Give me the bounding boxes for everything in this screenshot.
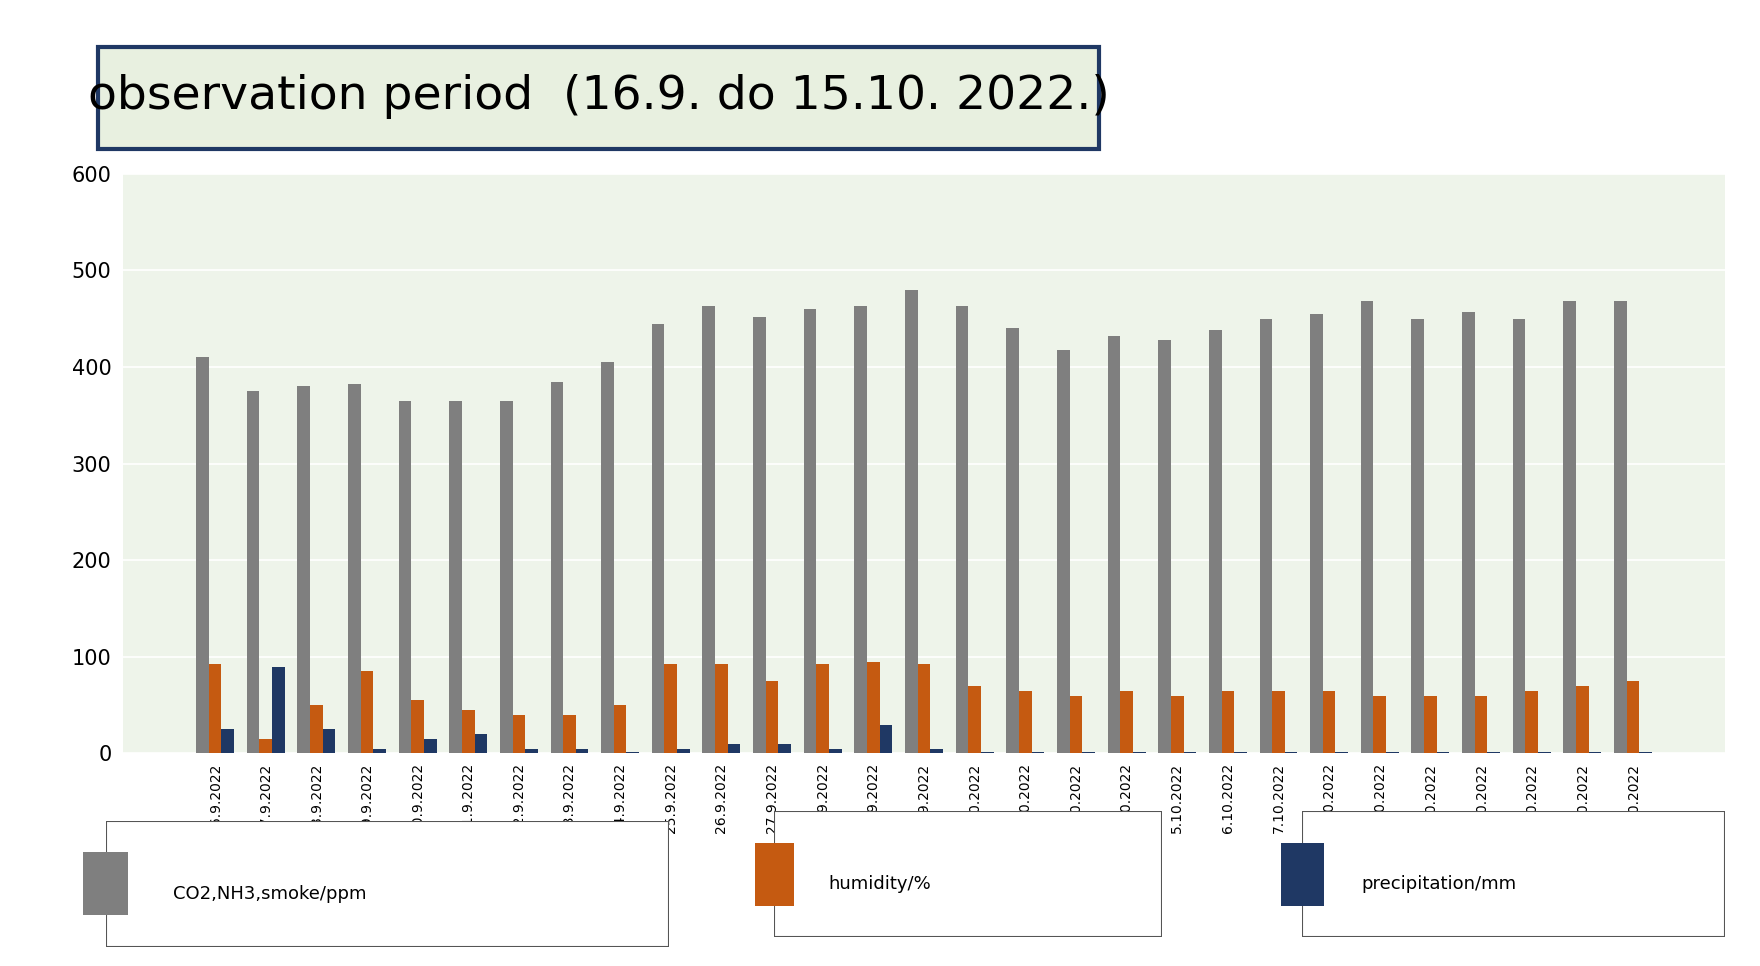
Bar <box>1058 350 1070 753</box>
Bar <box>1158 340 1170 753</box>
Bar <box>1526 691 1538 753</box>
Bar <box>1107 336 1121 753</box>
Bar <box>222 729 234 753</box>
Bar <box>1309 314 1324 753</box>
Bar <box>1272 691 1285 753</box>
Bar <box>1170 696 1183 753</box>
Bar <box>829 749 841 753</box>
Bar <box>563 715 576 753</box>
Bar <box>880 724 892 753</box>
Bar <box>551 382 563 753</box>
Bar <box>1563 301 1575 753</box>
Bar <box>665 664 678 753</box>
FancyBboxPatch shape <box>774 811 1162 937</box>
Bar <box>956 306 968 753</box>
Bar <box>1538 752 1551 753</box>
Bar <box>804 309 817 753</box>
Bar <box>1487 752 1500 753</box>
Bar <box>1221 691 1234 753</box>
Bar <box>424 739 436 753</box>
Bar <box>715 664 727 753</box>
Bar <box>727 744 741 753</box>
Bar <box>1475 696 1487 753</box>
Bar <box>1019 691 1031 753</box>
Bar <box>1285 752 1297 753</box>
Bar <box>322 729 334 753</box>
Bar <box>968 686 980 753</box>
Bar <box>361 671 373 753</box>
Bar <box>449 401 461 753</box>
Bar <box>310 705 322 753</box>
Bar <box>753 317 766 753</box>
Bar <box>1575 686 1589 753</box>
Bar <box>209 664 222 753</box>
Bar <box>702 306 715 753</box>
Text: precipitation/mm: precipitation/mm <box>1362 875 1517 894</box>
Bar <box>778 744 790 753</box>
Text: CO2,NH3,smoke/ppm: CO2,NH3,smoke/ppm <box>172 885 366 903</box>
Bar <box>373 749 385 753</box>
Bar <box>246 391 259 753</box>
Bar <box>1281 842 1324 906</box>
Bar <box>1133 752 1146 753</box>
Bar <box>512 715 524 753</box>
Bar <box>1436 752 1450 753</box>
Bar <box>1007 328 1019 753</box>
FancyBboxPatch shape <box>106 821 669 947</box>
Bar <box>1031 752 1044 753</box>
FancyBboxPatch shape <box>1302 811 1725 937</box>
Bar <box>524 749 539 753</box>
Bar <box>500 401 512 753</box>
Bar <box>905 290 917 753</box>
Bar <box>83 852 128 916</box>
Bar <box>817 664 829 753</box>
Bar <box>1373 696 1387 753</box>
Bar <box>1424 696 1436 753</box>
FancyBboxPatch shape <box>99 46 1098 149</box>
Bar <box>1626 681 1639 753</box>
Bar <box>297 386 310 753</box>
Bar <box>1183 752 1197 753</box>
Bar <box>614 705 627 753</box>
Bar <box>1514 319 1526 753</box>
Bar <box>1360 301 1373 753</box>
Bar <box>273 667 285 753</box>
Bar <box>195 357 209 753</box>
Bar <box>1387 752 1399 753</box>
Bar <box>1639 752 1653 753</box>
Bar <box>651 324 665 753</box>
Bar <box>576 749 588 753</box>
Bar <box>1209 330 1221 753</box>
Bar <box>602 362 614 753</box>
Bar <box>1324 691 1336 753</box>
Bar <box>1412 319 1424 753</box>
Bar <box>475 734 488 753</box>
Bar <box>259 739 273 753</box>
Bar <box>931 749 943 753</box>
Bar <box>1121 691 1133 753</box>
Bar <box>1614 301 1626 753</box>
Bar <box>398 401 412 753</box>
Bar <box>1336 752 1348 753</box>
Bar <box>766 681 778 753</box>
Bar <box>1589 752 1602 753</box>
Bar <box>1463 312 1475 753</box>
Bar <box>1234 752 1246 753</box>
Text: observation period  (16.9. do 15.10. 2022.): observation period (16.9. do 15.10. 2022… <box>88 74 1109 119</box>
Bar <box>461 710 475 753</box>
Bar <box>412 700 424 753</box>
Bar <box>678 749 690 753</box>
Bar <box>917 664 931 753</box>
Bar <box>627 752 639 753</box>
Bar <box>1082 752 1095 753</box>
Bar <box>1070 696 1082 753</box>
Bar <box>980 752 994 753</box>
Bar <box>1260 319 1272 753</box>
Bar <box>868 662 880 753</box>
Bar <box>755 842 794 906</box>
Bar <box>348 384 361 753</box>
Bar <box>854 306 868 753</box>
Text: humidity/%: humidity/% <box>829 875 931 894</box>
